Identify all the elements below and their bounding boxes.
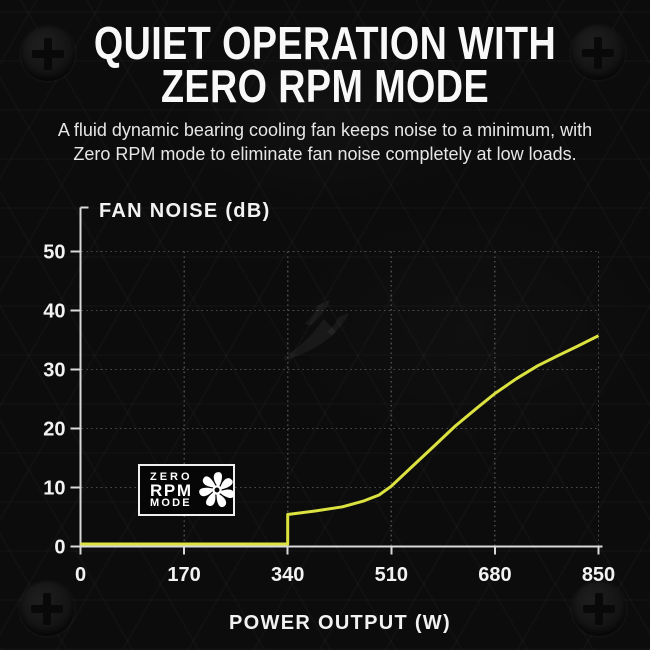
badge-mode-text: MODE: [150, 496, 192, 509]
zero-rpm-mode-label: ZERO RPM MODE: [150, 470, 193, 509]
axis-path: [70, 206, 603, 555]
page-title-line-1: QUIET OPERATION WITH: [93, 17, 557, 69]
fan-noise-line: [80, 334, 600, 546]
fan-blade: [202, 476, 216, 488]
y-tick-label-0: 0: [54, 537, 65, 559]
screw-icon-bottom-right: [572, 582, 626, 636]
zero-rpm-mode-badge: ZERO RPM MODE: [138, 464, 235, 516]
y-axis-title: FAN NOISE (dB): [99, 200, 271, 222]
noise-curve: [80, 334, 600, 546]
subtitle: A fluid dynamic bearing cooling fan keep…: [0, 118, 650, 166]
chart-axes: [70, 206, 603, 555]
x-tick-label-0: 0: [75, 564, 86, 586]
y-tick-label-40: 40: [43, 301, 65, 323]
x-axis-title: POWER OUTPUT (W): [229, 612, 451, 634]
badge-rpm-text: RPM: [150, 480, 193, 500]
y-tick-label-50: 50: [43, 242, 65, 264]
corsair-logo-watermark: [283, 299, 350, 361]
x-tick-label-340: 340: [271, 564, 304, 586]
fan-icon: [198, 472, 234, 508]
fan-blade: [198, 487, 213, 497]
y-tick-label-20: 20: [43, 419, 65, 441]
x-tick-label-170: 170: [167, 564, 200, 586]
page-title-line-2: ZERO RPM MODE: [160, 60, 490, 112]
y-tick-label-30: 30: [43, 360, 65, 382]
x-tick-label-850: 850: [582, 564, 615, 586]
y-tick-label-10: 10: [43, 478, 65, 500]
chart-tick-labels: 0 170 340 510 680 850 0 10 20 30 40 50: [43, 242, 615, 587]
screw-icon-top-right: [571, 26, 625, 80]
screw-icon-bottom-left: [20, 582, 74, 636]
header: QUIET OPERATION WITH ZERO RPM MODE A flu…: [0, 17, 650, 166]
x-tick-label-510: 510: [375, 564, 408, 586]
badge-zero-text: ZERO: [150, 470, 193, 483]
fan-blade: [205, 492, 215, 506]
subtitle-line-2: Zero RPM mode to eliminate fan noise com…: [73, 144, 577, 164]
x-tick-label-680: 680: [478, 564, 511, 586]
fan-blade: [219, 478, 233, 490]
fan-blade: [213, 472, 222, 487]
fan-blade: [216, 493, 226, 508]
fan-blade: [219, 489, 234, 499]
screw-icon-top-left: [21, 27, 75, 81]
subtitle-line-1: A fluid dynamic bearing cooling fan keep…: [57, 120, 593, 140]
